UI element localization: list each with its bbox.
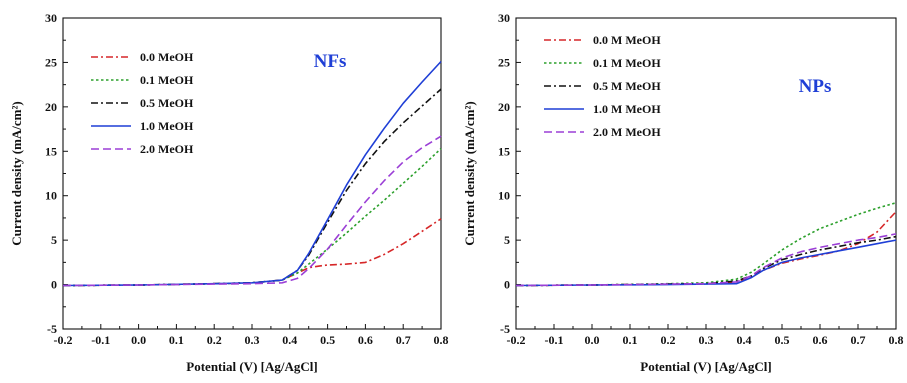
x-tick-label: 0.2 [207,333,222,347]
legend-label: 1.0 M MeOH [593,102,661,116]
series-line-5 [62,135,442,287]
y-tick-label: 20 [498,100,510,114]
x-axis-title: Potential (V) [Ag/AgCl] [640,359,771,374]
y-tick-label: 30 [45,11,57,25]
x-tick-label: 0.0 [131,333,146,347]
panel-label: NPs [799,76,832,97]
legend-label: 0.1 MeOH [140,73,194,87]
legend: 0.0 MeOH 0.1 MeOH 0.5 MeOH 1.0 MeOH 2.0 MeOH [91,50,194,156]
series-line-4 [515,239,897,287]
y-tick-label: 10 [498,189,510,203]
x-tick-label: 0.4 [282,333,297,347]
series-line-2 [515,202,897,287]
y-axis-title: Current density (mA/cm²) [462,101,477,245]
series-line-5 [515,233,897,287]
x-axis-title: Potential (V) [Ag/AgCl] [186,359,317,374]
x-tick-label: 0.1 [169,333,184,347]
x-tick-label: -0.1 [545,333,564,347]
x-tick-label: -0.2 [54,333,73,347]
y-tick-label: -5 [47,322,57,336]
x-tick-label: 0.1 [623,333,638,347]
x-tick-label: 0.5 [320,333,335,347]
x-tick-label: 0.8 [889,333,904,347]
legend-label: 2.0 MeOH [140,142,194,156]
y-tick-label: 15 [498,144,510,158]
chart-panel-1: -0.2 -0.1 0.0 0.1 0.2 0.3 0.4 0.5 0.6 0.7 0.8 -5 0 5 1… [9,11,449,374]
x-tick-label: 0.6 [813,333,828,347]
panel-label: NFs [314,51,347,72]
chart-panel-2: -0.2 -0.1 0.0 0.1 0.2 0.3 0.4 0.5 0.6 0.7 0.8 -5 0 5 1… [462,11,904,374]
legend-label: 0.0 MeOH [140,50,194,64]
series-line-1 [515,211,897,287]
y-tick-label: 25 [498,55,510,69]
x-tick-label: 0.7 [851,333,866,347]
x-tick-label: 0.0 [585,333,600,347]
y-tick-label: 20 [45,100,57,114]
series-line-3 [62,88,442,287]
legend: 0.0 M MeOH 0.1 M MeOH 0.5 M MeOH 1.0 M MeOH… [544,33,661,139]
y-tick-label: -5 [500,322,510,336]
legend-label: 1.0 MeOH [140,119,194,133]
legend-label: 2.0 M MeOH [593,125,661,139]
y-tick-label: 15 [45,144,57,158]
y-tick-label: 25 [45,55,57,69]
y-tick-label: 5 [51,233,57,247]
y-tick-label: 10 [45,189,57,203]
y-tick-label: 0 [51,278,57,292]
x-tick-label: 0.3 [699,333,714,347]
x-tick-label: 0.2 [661,333,676,347]
x-tick-label: -0.1 [91,333,110,347]
y-tick-label: 30 [498,11,510,25]
x-tick-label: 0.3 [245,333,260,347]
y-axis-title: Current density (mA/cm²) [9,101,24,245]
x-tick-label: 0.6 [358,333,373,347]
x-tick-label: 0.7 [396,333,411,347]
x-tick-label: 0.4 [737,333,752,347]
series-line-4 [62,60,442,287]
legend-label: 0.5 M MeOH [593,79,661,93]
y-tick-label: 5 [504,233,510,247]
x-tick-label: 0.5 [775,333,790,347]
y-tick-label: 0 [504,278,510,292]
legend-label: 0.1 M MeOH [593,56,661,70]
series-line-2 [62,148,442,287]
series-line-3 [515,235,897,287]
legend-label: 0.5 MeOH [140,96,194,110]
series-line-1 [62,218,442,287]
legend-label: 0.0 M MeOH [593,33,661,47]
x-tick-label: 0.8 [434,333,449,347]
x-tick-label: -0.2 [507,333,526,347]
